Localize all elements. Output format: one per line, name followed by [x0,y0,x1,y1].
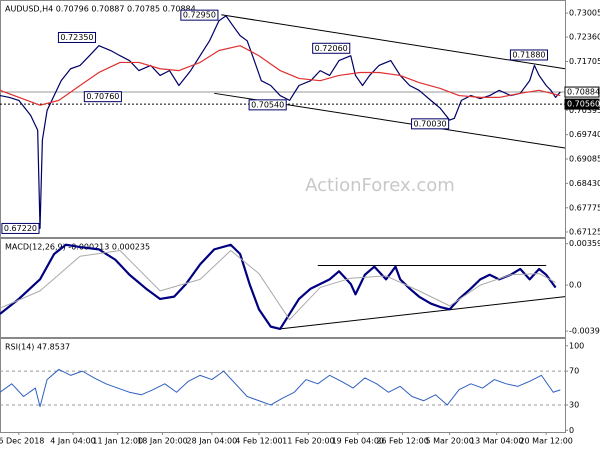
annotation-box [411,118,450,130]
x-tick-label: 4 Jan 04:00 [50,437,96,446]
y-tick-label: 0.69085 [569,155,600,164]
annotation-label: 0.72350 [60,33,93,42]
y-tick-label: 0.73005 [569,9,600,18]
y-tick-label: 0.69740 [569,130,600,139]
series-line [0,368,561,408]
annotation-box [57,31,97,43]
annotation-label: 0.72950 [183,11,216,20]
series-line [0,250,556,321]
annotation-box [509,49,549,61]
y-tick-label: 0.70395 [569,106,600,115]
macd-panel [0,238,566,338]
price-tag-box [564,86,600,98]
series-line [0,243,557,331]
y-tick-label: 0.67125 [569,227,600,236]
annotation-label: 0.70760 [86,92,119,101]
annotation-box [180,9,219,21]
x-tick-label: 13 Mar 04:00 [470,437,523,446]
x-tick-label: 4 Feb 12:00 [235,437,282,446]
price-panel [0,0,566,238]
panel-title: RSI(14) 47.8537 [5,343,70,352]
annotation-label: 0.70540 [251,100,284,109]
series-line [0,15,561,230]
y-tick-label: 0.003592 [569,239,600,248]
watermark: ActionForex.com [305,175,455,196]
x-tick-label: 19 Feb 04:00 [332,437,384,446]
price-tag-box [564,98,600,110]
x-tick-label: 20 Mar 12:00 [519,437,572,446]
y-tick-label: 0.68430 [569,179,600,188]
annotation-box [248,99,287,111]
y-tick-label: 100 [569,341,584,350]
y-tick-label: 0.0 [569,281,582,290]
x-tick-label: 26 Dec 2018 [0,437,44,446]
y-tick-label: 0 [569,426,574,435]
trend-line [221,14,566,70]
annotation-label: 0.71880 [512,50,545,59]
panel-title: AUDUSD,H4 0.70796 0.70887 0.70785 0.7088… [5,5,196,14]
annotation-box [1,222,40,234]
y-tick-label: 0.67775 [569,203,600,212]
annotation-box [312,42,351,54]
rsi-panel [0,338,566,433]
y-tick-label: 70 [569,367,579,376]
annotation-box [83,91,122,103]
x-tick-label: 26 Feb 12:00 [376,437,428,446]
series-line [0,45,561,106]
annotation-label: 0.72060 [315,44,348,53]
y-tick-label: -0.003986 [569,327,600,336]
x-tick-label: 11 Feb 20:00 [282,437,334,446]
price-tag: 0.70884 [567,88,600,97]
y-tick-label: 30 [569,400,579,409]
annotation-label: 0.67220 [4,224,37,233]
annotation-label: 0.70030 [414,119,447,128]
y-tick-label: 0.71705 [569,57,600,66]
price-tag: 0.70560 [567,100,600,109]
x-tick-label: 28 Jan 04:00 [187,437,238,446]
y-tick-label: 0.72360 [569,33,600,42]
x-tick-label: 11 Jan 12:00 [92,437,143,446]
trend-line [280,296,566,330]
x-tick-label: 5 Mar 20:00 [425,437,473,446]
x-tick-label: 18 Jan 20:00 [137,437,188,446]
